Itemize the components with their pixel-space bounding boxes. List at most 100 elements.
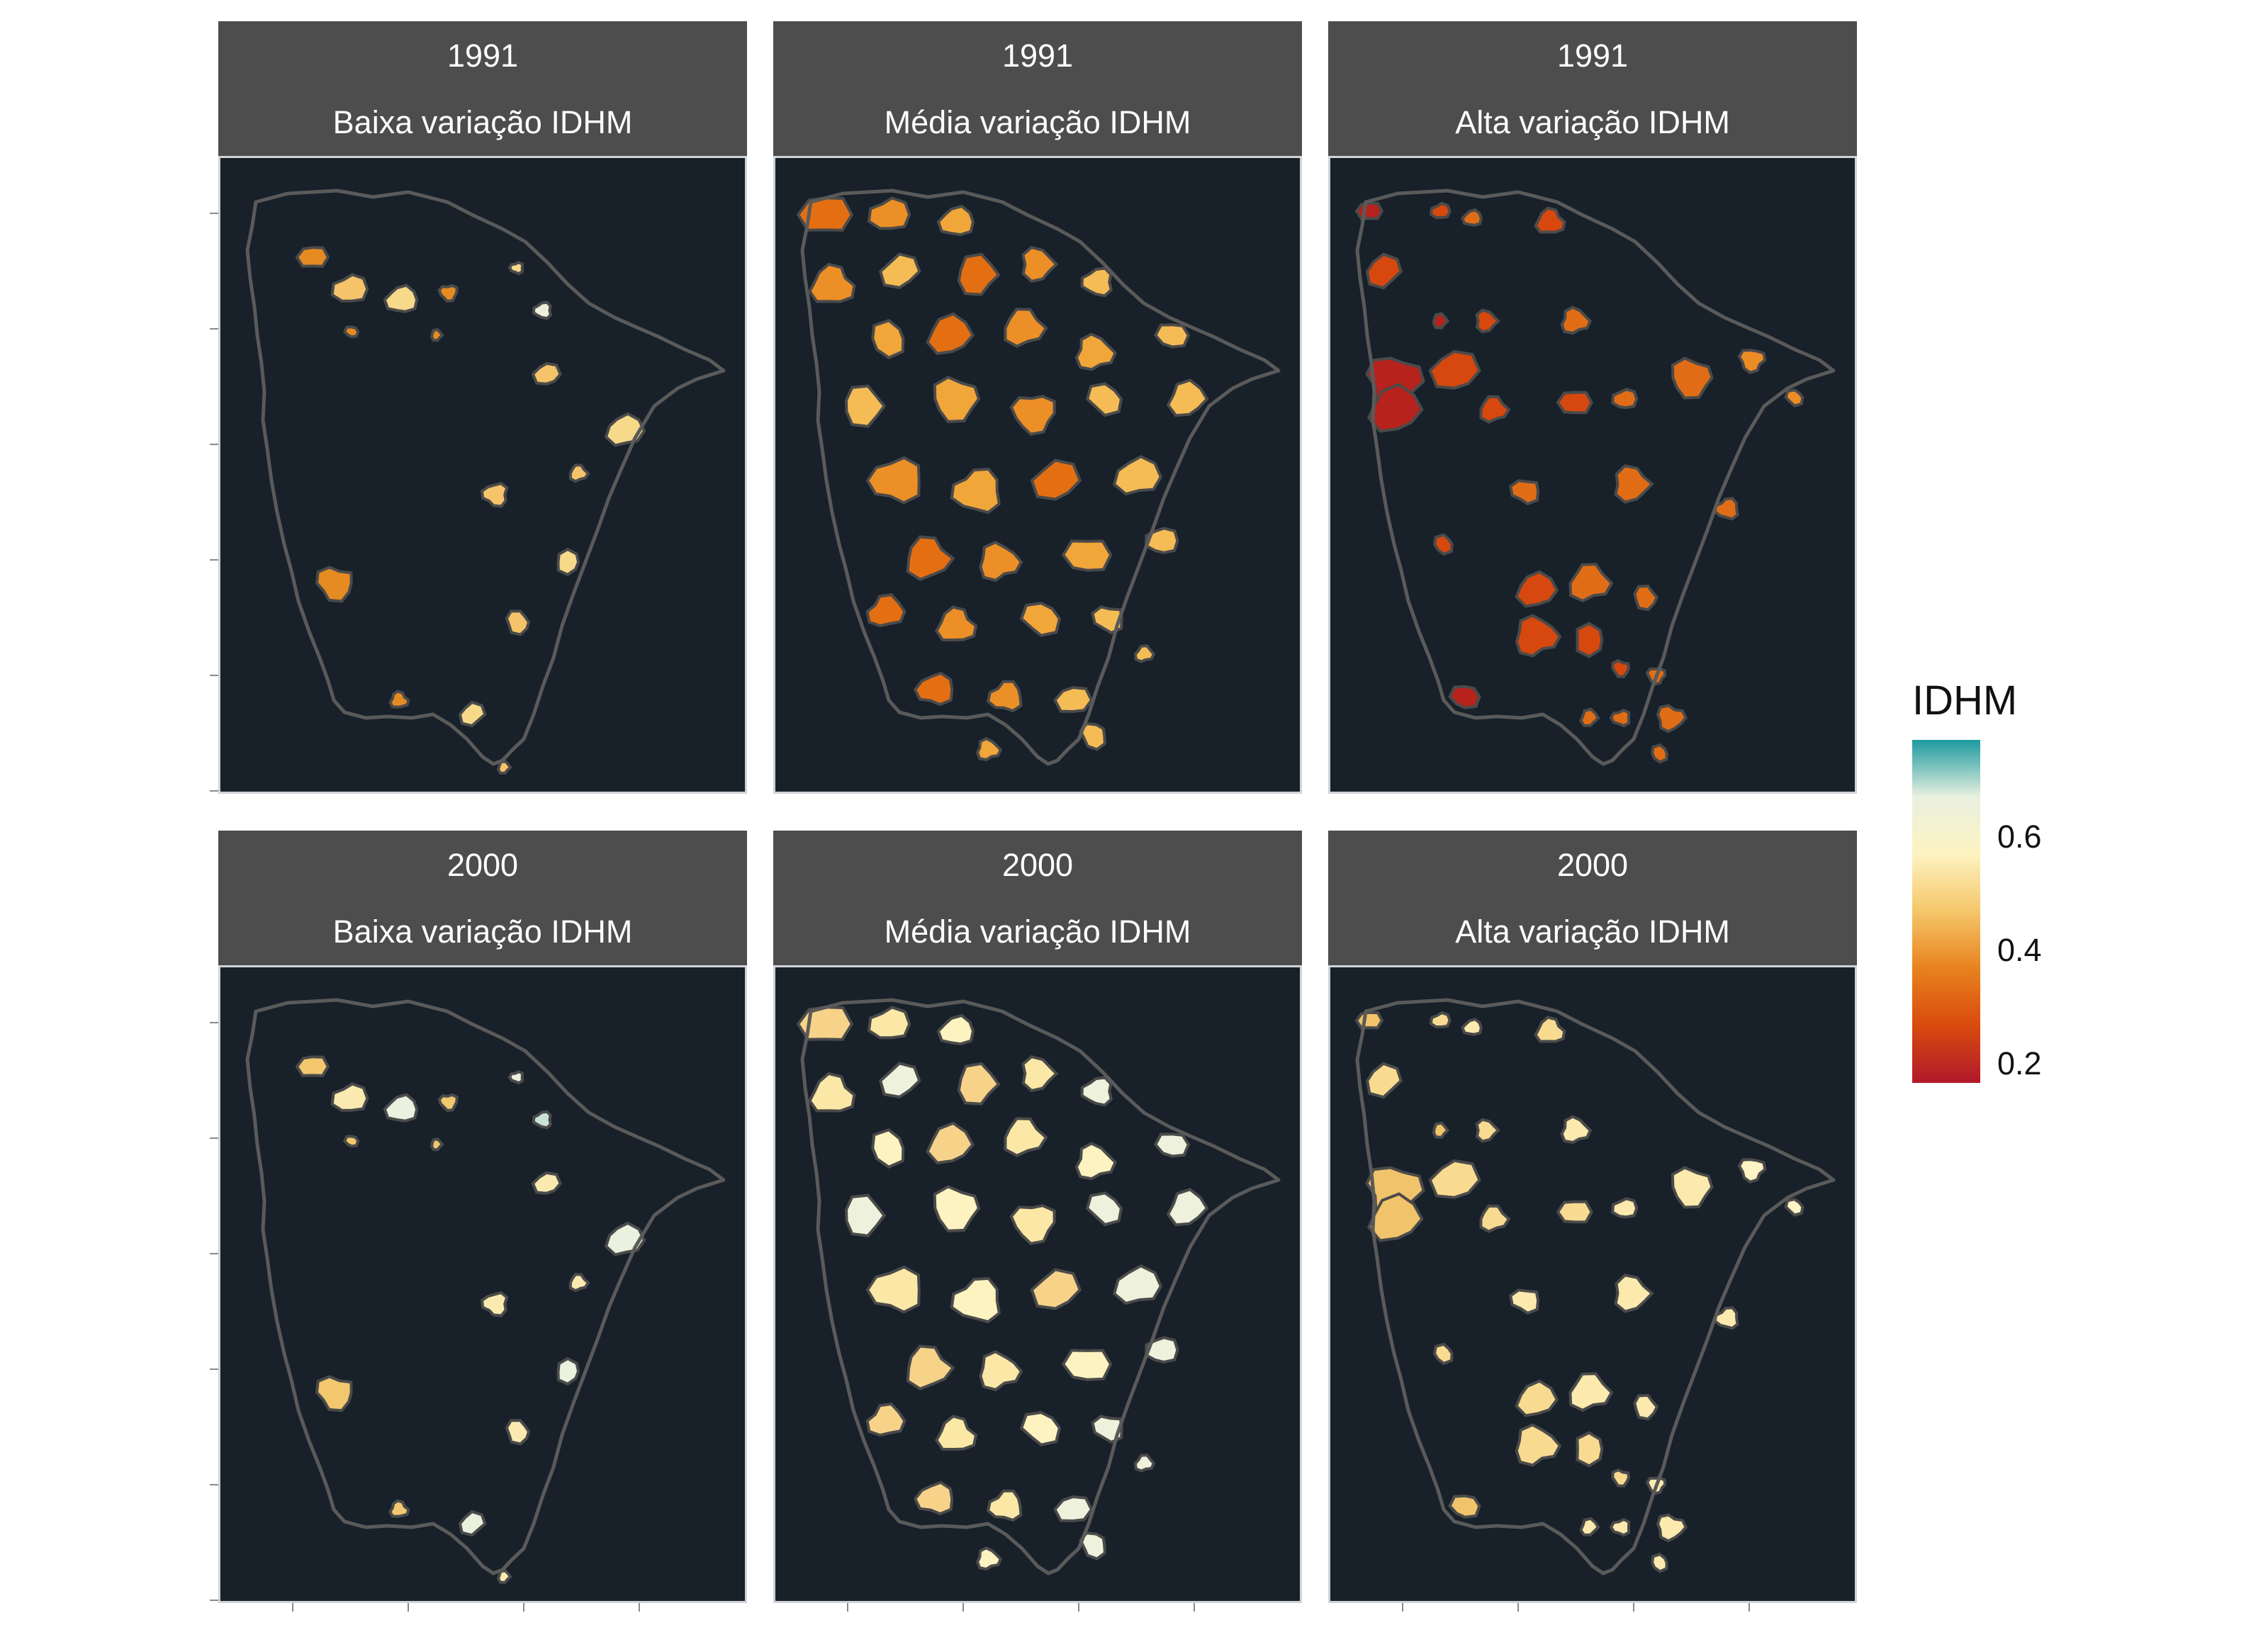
municipality-region [388, 1499, 410, 1518]
municipality-region [1656, 1513, 1688, 1543]
facet-group: Alta variação IDHM [1455, 104, 1730, 140]
map-panel [218, 156, 747, 794]
municipality-region [480, 481, 509, 508]
municipality-region [1085, 382, 1123, 417]
facet-strip: 2000 Baixa variação IDHM [218, 831, 747, 965]
municipality-region [568, 463, 590, 483]
municipality-region [1052, 1495, 1094, 1523]
municipality-region [1609, 1517, 1631, 1537]
municipality-region [1030, 459, 1082, 501]
municipality-region [1354, 1011, 1384, 1030]
municipality-region [865, 456, 921, 505]
municipality-region [950, 467, 1001, 515]
facet-strip: 2000 Média variação IDHM [773, 831, 1302, 965]
municipality-region [1633, 1393, 1659, 1421]
municipality-region [926, 1121, 975, 1165]
axis-tick [210, 328, 218, 330]
municipality-region [867, 1006, 911, 1040]
municipality-region [1556, 1200, 1593, 1224]
axis-tick [639, 1603, 640, 1612]
state-map [1354, 189, 1836, 766]
municipality-region [865, 1265, 921, 1314]
municipality-region [1656, 704, 1688, 734]
legend-label-02: 0.2 [1997, 1045, 2042, 1081]
axis-tick [210, 1600, 218, 1601]
municipality-region [430, 1137, 444, 1152]
legend-title: IDHM [1912, 678, 2018, 724]
facet-strip: 1991 Alta variação IDHM [1328, 21, 1857, 156]
municipality-region [556, 1356, 580, 1386]
municipality-region [1568, 1372, 1614, 1412]
municipality-region [979, 540, 1023, 583]
municipality-region [1019, 602, 1062, 637]
municipality-region [1133, 644, 1156, 663]
municipality-region [1085, 1191, 1123, 1227]
municipality-region [1009, 1204, 1056, 1245]
municipality-region [957, 1062, 1001, 1106]
axis-tick [210, 444, 218, 445]
municipality-region [1428, 349, 1481, 390]
municipality-region [1365, 1062, 1403, 1099]
municipality-region [1737, 1158, 1767, 1184]
municipality-region [1166, 1188, 1209, 1227]
facet-group: Média variação IDHM [884, 914, 1191, 950]
axis-tick [210, 1253, 218, 1254]
municipality-region [1448, 1494, 1481, 1519]
axis-tick [1748, 1603, 1750, 1612]
municipality-region [1061, 1349, 1113, 1381]
municipality-region [1633, 584, 1659, 612]
axis-tick [292, 1603, 293, 1612]
municipality-region [1461, 208, 1483, 227]
panel-2000-alta: 2000 Alta variação IDHM [1328, 831, 1857, 1603]
municipality-region [1611, 388, 1639, 410]
state-map [796, 998, 1281, 1575]
municipality-region [531, 1171, 563, 1195]
axis-tick [1517, 1603, 1519, 1612]
municipality-region [986, 680, 1023, 713]
panel-2000-media: 2000 Média variação IDHM [773, 831, 1302, 1603]
facet-strip: 1991 Baixa variação IDHM [218, 21, 747, 156]
municipality-region [867, 196, 911, 230]
municipality-region [1534, 206, 1566, 234]
municipality-region [1534, 1016, 1566, 1043]
municipality-region [808, 262, 856, 303]
municipality-region [556, 547, 580, 577]
municipality-region [1021, 1055, 1059, 1093]
municipality-region [531, 361, 563, 386]
state-map [245, 998, 726, 1584]
municipality-region [1052, 685, 1094, 714]
axis-tick [1633, 1603, 1634, 1612]
axis-tick [1194, 1603, 1195, 1612]
municipality-region [532, 300, 553, 320]
municipality-region [871, 318, 905, 359]
municipality-region [975, 736, 1003, 762]
municipality-region [1365, 252, 1403, 290]
map-panel [1328, 965, 1857, 1603]
municipality-region [295, 1055, 330, 1077]
municipality-region [1448, 685, 1481, 709]
municipality-region [1079, 721, 1106, 751]
municipality-region [1614, 1274, 1654, 1313]
municipality-region [1568, 563, 1614, 603]
axis-tick [1402, 1603, 1403, 1612]
municipality-region [1112, 1264, 1163, 1305]
municipality-region [430, 328, 444, 342]
municipality-region [957, 252, 1001, 296]
municipality-region [1432, 1342, 1454, 1366]
facet-group: Alta variação IDHM [1455, 914, 1730, 950]
municipality-region [1432, 312, 1450, 330]
municipality-region [437, 283, 459, 303]
municipality-region [342, 1135, 360, 1148]
map-panel [1328, 156, 1857, 794]
axis-tick [210, 1368, 218, 1370]
axis-tick [210, 559, 218, 561]
municipality-region [1429, 201, 1452, 219]
axis-tick [210, 790, 218, 792]
municipality-region [878, 252, 921, 290]
state-border [245, 189, 726, 766]
axis-tick [210, 1022, 218, 1023]
municipality-region [933, 1185, 981, 1232]
municipality-region [933, 376, 981, 423]
state-border [800, 189, 1281, 766]
municipality-region [865, 1402, 906, 1437]
